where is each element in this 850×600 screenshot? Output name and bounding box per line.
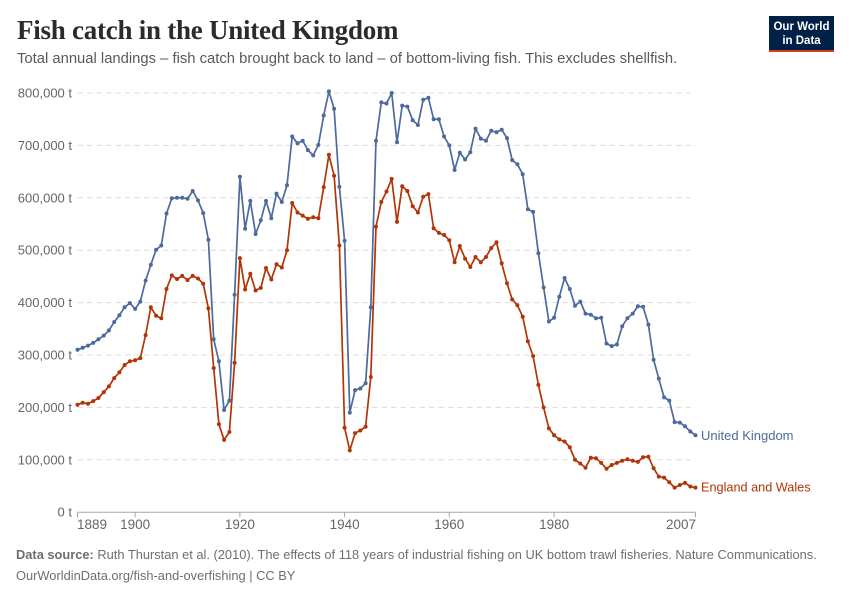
svg-text:200,000 t: 200,000 t xyxy=(18,400,73,415)
svg-text:600,000 t: 600,000 t xyxy=(18,190,73,205)
svg-text:100,000 t: 100,000 t xyxy=(18,452,73,467)
svg-text:1960: 1960 xyxy=(434,517,464,532)
svg-text:1900: 1900 xyxy=(120,517,150,532)
svg-text:2007: 2007 xyxy=(666,517,696,532)
svg-text:800,000 t: 800,000 t xyxy=(18,86,73,101)
svg-text:1920: 1920 xyxy=(225,517,255,532)
svg-text:0 t: 0 t xyxy=(58,505,73,520)
svg-text:300,000 t: 300,000 t xyxy=(18,348,73,363)
svg-text:1940: 1940 xyxy=(330,517,360,532)
svg-text:400,000 t: 400,000 t xyxy=(18,295,73,310)
svg-text:England and Wales: England and Wales xyxy=(701,481,811,495)
svg-text:500,000 t: 500,000 t xyxy=(18,243,73,258)
svg-text:United Kingdom: United Kingdom xyxy=(701,428,794,443)
svg-text:1889: 1889 xyxy=(77,517,107,532)
svg-text:1980: 1980 xyxy=(539,517,569,532)
svg-text:700,000 t: 700,000 t xyxy=(18,138,73,153)
